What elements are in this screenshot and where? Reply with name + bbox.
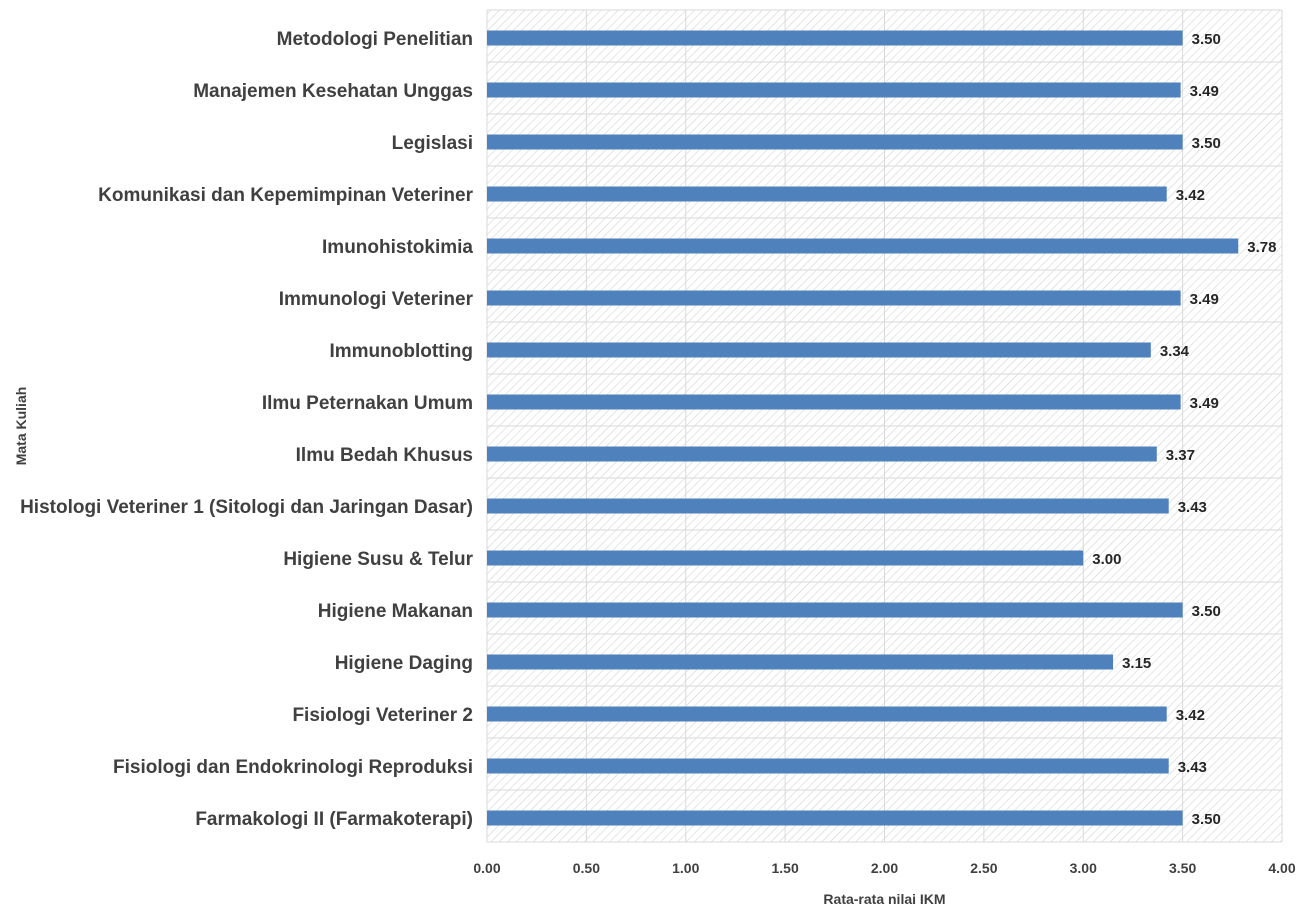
- data-label: 3.50: [1192, 811, 1221, 828]
- bar: [487, 290, 1181, 306]
- x-axis-ticks: 0.00 0.50 1.00 1.50 2.00 2.50 3.00 3.50 4.00: [473, 860, 1295, 876]
- bar: [487, 758, 1169, 774]
- data-label: 3.78: [1247, 239, 1276, 256]
- data-label: 3.49: [1190, 83, 1219, 100]
- category-label: Immunoblotting: [329, 341, 473, 362]
- x-tick-label: 3.00: [1070, 860, 1097, 876]
- bar: [487, 394, 1181, 410]
- category-label: Manajemen Kesehatan Unggas: [193, 81, 473, 102]
- bar: [487, 186, 1167, 202]
- bar: [487, 602, 1183, 618]
- data-label: 3.37: [1166, 447, 1195, 464]
- category-labels: Metodologi Penelitian Manajemen Kesehatan…: [20, 29, 474, 830]
- data-label: 3.15: [1122, 655, 1151, 672]
- x-tick-label: 2.00: [871, 860, 898, 876]
- data-label: 3.50: [1192, 603, 1221, 620]
- bar: [487, 706, 1167, 722]
- category-label: Legislasi: [392, 133, 473, 154]
- category-label: Ilmu Bedah Khusus: [296, 445, 473, 466]
- category-label: Komunikasi dan Kepemimpinan Veteriner: [98, 185, 473, 206]
- x-axis-title: Rata-rata nilai IKM: [823, 891, 945, 907]
- category-label: Imunohistokimia: [322, 237, 473, 258]
- category-label: Fisiologi Veteriner 2: [292, 705, 473, 726]
- data-label: 3.49: [1190, 395, 1219, 412]
- y-axis-title: Mata Kuliah: [13, 387, 29, 466]
- x-tick-label: 0.50: [573, 860, 600, 876]
- x-tick-label: 2.50: [970, 860, 997, 876]
- category-label: Higiene Daging: [335, 653, 473, 674]
- data-labels: 3.50 3.49 3.50 3.42 3.78 3.49 3.34 3.49 3.37 3.43…: [1092, 31, 1276, 828]
- category-label: Farmakologi II (Farmakoterapi): [195, 809, 473, 830]
- category-label: Histologi Veteriner 1 (Sitologi dan Jari…: [20, 497, 473, 518]
- bar: [487, 810, 1183, 826]
- category-label: Metodologi Penelitian: [277, 29, 473, 50]
- bar: [487, 342, 1151, 358]
- category-label: Higiene Susu & Telur: [283, 549, 473, 570]
- data-label: 3.34: [1160, 343, 1190, 360]
- category-label: Immunologi Veteriner: [279, 289, 474, 310]
- bar: [487, 30, 1183, 46]
- x-tick-label: 1.50: [772, 860, 799, 876]
- category-label: Higiene Makanan: [318, 601, 473, 622]
- data-label: 3.42: [1176, 707, 1205, 724]
- category-label: Fisiologi dan Endokrinologi Reproduksi: [113, 757, 473, 778]
- x-tick-label: 3.50: [1169, 860, 1196, 876]
- x-tick-label: 0.00: [473, 860, 500, 876]
- data-label: 3.43: [1178, 499, 1207, 516]
- data-label: 3.43: [1178, 759, 1207, 776]
- bar: [487, 134, 1183, 150]
- bar: [487, 550, 1084, 566]
- data-label: 3.49: [1190, 291, 1219, 308]
- x-tick-label: 4.00: [1268, 860, 1295, 876]
- bar: [487, 82, 1181, 98]
- bars: [487, 30, 1239, 826]
- bar: [487, 498, 1169, 514]
- bar: [487, 446, 1157, 462]
- data-label: 3.00: [1092, 551, 1121, 568]
- bar: [487, 654, 1114, 670]
- bar: [487, 238, 1239, 254]
- data-label: 3.42: [1176, 187, 1205, 204]
- x-tick-label: 1.00: [672, 860, 699, 876]
- category-label: Ilmu Peternakan Umum: [262, 393, 473, 414]
- data-label: 3.50: [1192, 135, 1221, 152]
- data-label: 3.50: [1192, 31, 1221, 48]
